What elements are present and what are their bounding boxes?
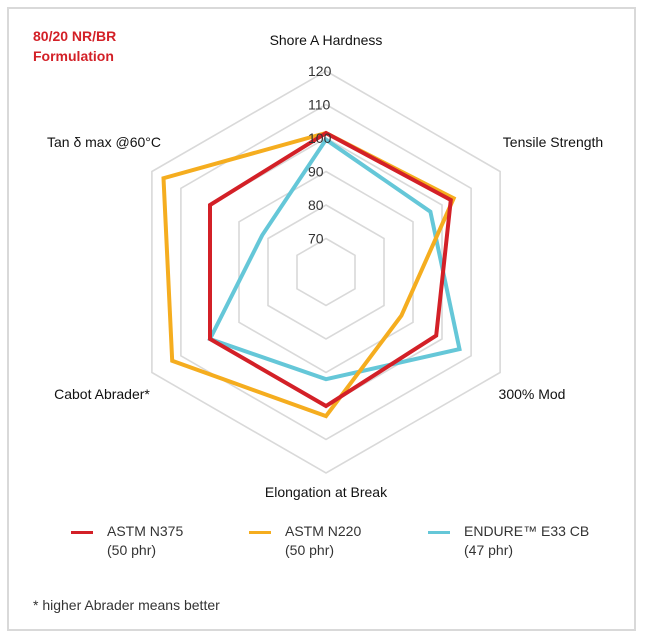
series-line-astm-n375 xyxy=(208,130,453,409)
legend-swatch-n220 xyxy=(249,531,271,534)
axis-label-2: 300% Mod xyxy=(499,386,566,402)
axis-label-4: Cabot Abrader* xyxy=(54,386,150,402)
footnote: * higher Abrader means better xyxy=(33,597,220,613)
axis-label-0: Shore A Hardness xyxy=(270,32,383,48)
formulation-line-1: 80/20 NR/BR xyxy=(33,28,117,44)
grid-ring-120 xyxy=(151,70,501,474)
formulation-line-2: Formulation xyxy=(33,48,114,64)
legend-sublabel-e33: (47 phr) xyxy=(464,542,514,558)
series-line-endure-e33-cb xyxy=(207,136,462,382)
grid-ring-80 xyxy=(267,204,385,340)
legend-item-n220: ASTM N220 (50 phr) xyxy=(249,522,361,560)
grid-ring-110 xyxy=(180,103,472,441)
legend-sublabel-n375: (50 phr) xyxy=(107,542,157,558)
legend-sublabel-n220: (50 phr) xyxy=(285,542,335,558)
chart-frame xyxy=(7,7,636,631)
legend-label-n220: ASTM N220 xyxy=(285,523,362,539)
legend-swatch-n375 xyxy=(71,531,93,534)
legend-item-n375: ASTM N375 (50 phr) xyxy=(71,522,183,560)
tick-label-110: 110 xyxy=(308,97,331,113)
grid-ring-90 xyxy=(238,170,414,374)
grid-ring-70 xyxy=(296,237,356,307)
legend-swatch-e33 xyxy=(428,531,450,534)
legend-label-e33: ENDURE™ E33 CB xyxy=(464,523,590,539)
series-line-astm-n220 xyxy=(161,130,457,419)
legend-item-e33: ENDURE™ E33 CB (47 phr) xyxy=(428,522,589,560)
axis-label-1: Tensile Strength xyxy=(503,134,603,150)
tick-label-80: 80 xyxy=(308,197,324,213)
tick-label-100: 100 xyxy=(308,130,332,146)
formulation-title: 80/20 NR/BR Formulation xyxy=(33,26,116,66)
tick-label-70: 70 xyxy=(308,231,324,247)
axis-label-3: Elongation at Break xyxy=(265,484,388,500)
axis-label-5: Tan δ max @60°C xyxy=(47,134,161,150)
tick-label-90: 90 xyxy=(308,164,324,180)
legend-label-n375: ASTM N375 xyxy=(107,523,184,539)
tick-label-120: 120 xyxy=(308,63,332,79)
